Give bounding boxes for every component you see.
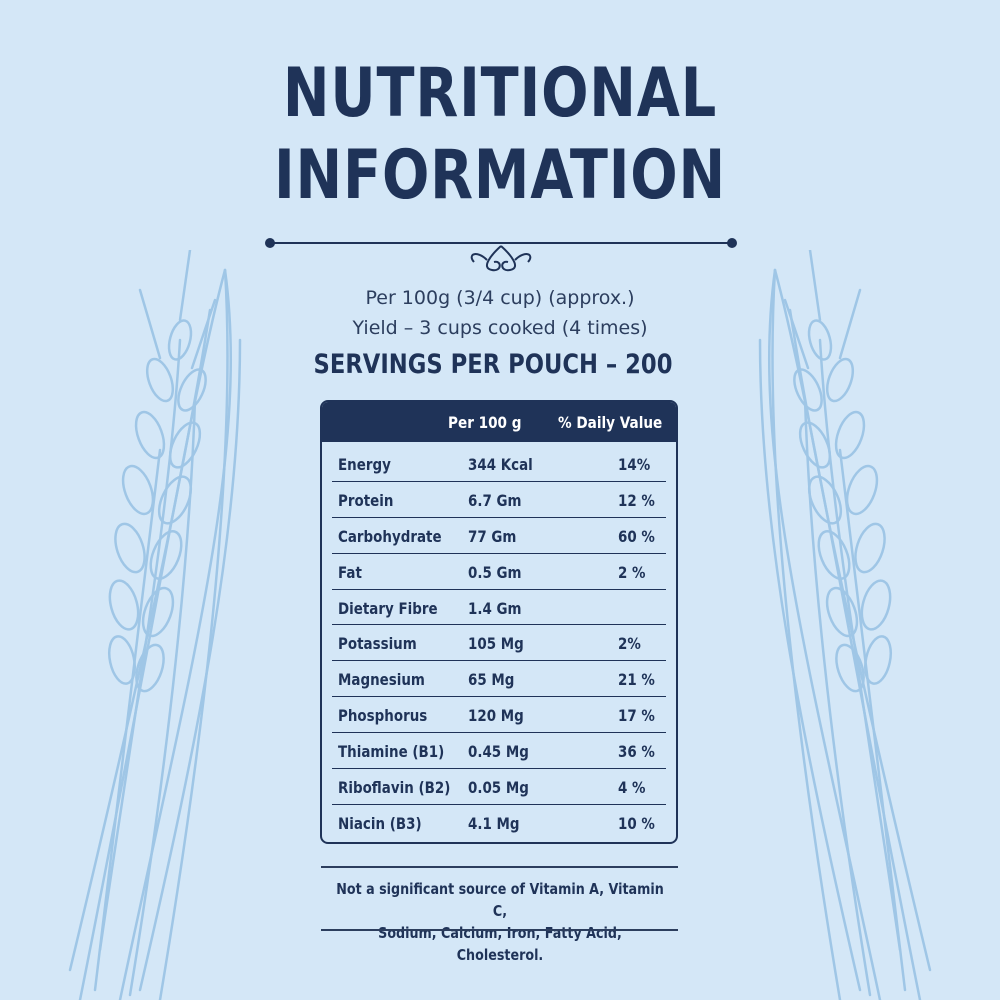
nutrient-name: Energy	[338, 455, 391, 474]
table-row: Energy 344 Kcal 14%	[332, 446, 666, 482]
wheat-illustration-right	[758, 250, 932, 1000]
nutrient-amount: 4.1 Mg	[468, 813, 520, 833]
nutrient-daily-value: 12 %	[618, 490, 655, 510]
table-row: Carbohydrate 77 Gm 60 %	[332, 518, 666, 554]
yield-text: Yield – 3 cups cooked (4 times)	[352, 317, 648, 339]
nutrient-name: Niacin (B3)	[338, 813, 422, 833]
nutrient-daily-value: 2%	[618, 634, 641, 654]
page-title-line-1: NUTRITIONAL	[282, 54, 718, 133]
nutrient-name: Dietary Fibre	[338, 598, 438, 618]
nutrient-name: Carbohydrate	[338, 526, 442, 546]
nutrient-amount: 0.05 Mg	[468, 778, 529, 798]
table-row: Protein 6.7 Gm 12 %	[332, 482, 666, 518]
nutrient-amount: 6.7 Gm	[468, 490, 522, 510]
nutrient-amount: 1.4 Gm	[468, 598, 522, 618]
footnote: Not a significant source of Vitamin A, V…	[336, 878, 664, 966]
nutrient-amount: 65 Mg	[468, 670, 515, 690]
nutrient-name: Magnesium	[338, 670, 425, 690]
nutrient-daily-value: 60 %	[618, 526, 655, 546]
table-row: Phosphorus 120 Mg 17 %	[332, 697, 666, 734]
nutrient-name: Fat	[338, 562, 362, 582]
nutrient-amount: 77 Gm	[468, 526, 517, 546]
nutrition-table: Per 100 g % Daily Value Energy 344 Kcal …	[320, 400, 678, 844]
table-row: Magnesium 65 Mg 21 %	[332, 661, 666, 698]
table-row: Fat 0.5 Gm 2 %	[332, 554, 666, 590]
header-daily-value: % Daily Value	[558, 413, 663, 432]
table-header: Per 100 g % Daily Value	[322, 402, 676, 442]
page-title-line-2: INFORMATION	[273, 136, 727, 215]
nutrient-amount: 0.45 Mg	[468, 742, 529, 762]
table-body: Energy 344 Kcal 14% Protein 6.7 Gm 12 % …	[322, 446, 676, 841]
nutrient-daily-value: 10 %	[618, 813, 655, 833]
servings-per-pouch-heading: SERVINGS PER POUCH – 200	[313, 349, 673, 380]
nutrient-daily-value: 21 %	[618, 670, 655, 690]
footnote-top-rule	[321, 866, 678, 868]
nutrient-name: Potassium	[338, 634, 417, 654]
footnote-line-1: Not a significant source of Vitamin A, V…	[336, 880, 664, 920]
nutrient-daily-value: 14%	[618, 455, 651, 474]
table-row: Niacin (B3) 4.1 Mg 10 %	[332, 805, 666, 841]
nutrient-amount: 344 Kcal	[468, 455, 533, 474]
nutrient-daily-value: 36 %	[618, 742, 655, 762]
ornament-divider-icon	[265, 238, 737, 272]
table-row: Dietary Fibre 1.4 Gm	[332, 590, 666, 626]
table-row: Potassium 105 Mg 2%	[332, 625, 666, 662]
table-row: Thiamine (B1) 0.45 Mg 36 %	[332, 733, 666, 770]
nutrient-daily-value: 17 %	[618, 706, 655, 726]
nutrient-amount: 105 Mg	[468, 634, 524, 654]
wheat-illustration-left	[68, 250, 242, 1000]
header-per-100g: Per 100 g	[448, 413, 522, 432]
nutrient-name: Phosphorus	[338, 706, 428, 726]
nutrient-daily-value: 4 %	[618, 778, 646, 798]
nutrient-name: Thiamine (B1)	[338, 742, 445, 762]
serving-size-text: Per 100g (3/4 cup) (approx.)	[365, 287, 635, 309]
nutrient-name: Riboflavin (B2)	[338, 778, 451, 798]
table-row: Riboflavin (B2) 0.05 Mg 4 %	[332, 769, 666, 805]
nutrient-amount: 0.5 Gm	[468, 562, 522, 582]
nutrient-name: Protein	[338, 490, 394, 510]
footnote-line-2: Sodium, Calcium, Iron, Fatty Acid, Chole…	[378, 924, 622, 964]
footnote-bottom-rule	[321, 929, 678, 931]
nutrient-amount: 120 Mg	[468, 706, 524, 726]
nutrient-daily-value: 2 %	[618, 562, 646, 582]
